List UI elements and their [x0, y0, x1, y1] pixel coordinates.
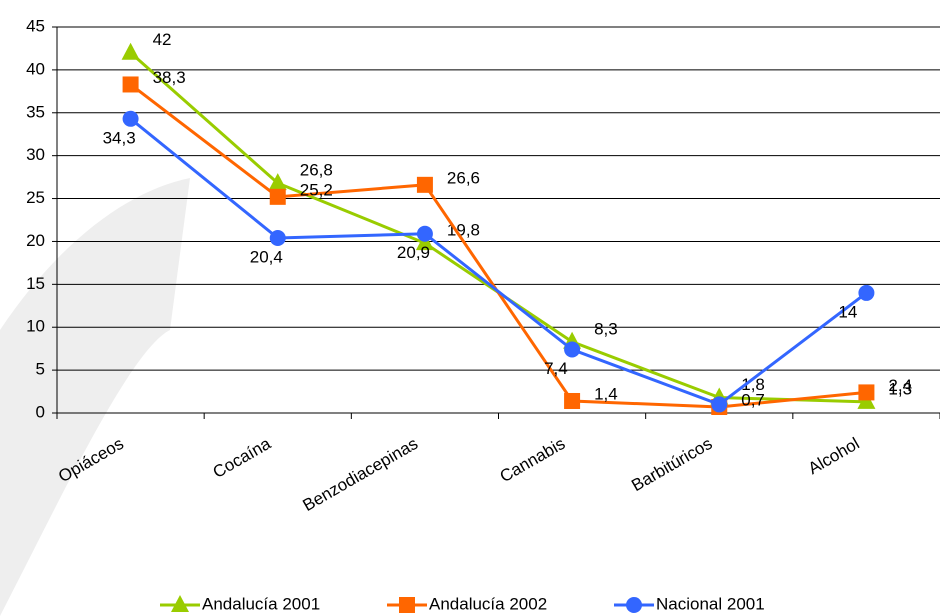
- legend-item: Nacional 2001: [614, 594, 765, 613]
- value-label: 1,8: [741, 375, 765, 394]
- value-label: 26,8: [300, 161, 333, 180]
- marker: [416, 176, 433, 193]
- value-label: 20,9: [397, 243, 430, 262]
- marker: [269, 230, 286, 247]
- y-tick-label: 15: [26, 274, 45, 293]
- legend-item: Andalucía 2001: [160, 594, 320, 613]
- marker: [564, 341, 581, 358]
- value-label: 20,4: [250, 247, 283, 266]
- series-line: [129, 117, 868, 407]
- marker: [399, 597, 415, 613]
- value-label: 1,4: [594, 384, 618, 403]
- x-tick-label: Benzodiacepinas: [300, 434, 422, 515]
- y-tick-label: 25: [26, 188, 45, 207]
- value-label: 42: [153, 30, 172, 49]
- value-label: 34,3: [103, 128, 136, 147]
- y-tick-label: 35: [26, 102, 45, 121]
- legend-label: Andalucía 2001: [202, 594, 320, 613]
- value-label: 8,3: [594, 319, 618, 338]
- marker: [711, 396, 728, 413]
- x-tick-label: Barbitúricos: [628, 434, 715, 495]
- value-label: 38,3: [153, 68, 186, 87]
- value-label: 2,4: [888, 376, 912, 395]
- marker: [122, 76, 139, 93]
- marker: [171, 595, 189, 612]
- legend-item: Andalucía 2002: [387, 594, 547, 613]
- marker: [122, 110, 139, 127]
- background-swoosh: [0, 178, 190, 616]
- value-label: 26,6: [447, 168, 480, 187]
- marker: [858, 284, 875, 301]
- legend-label: Nacional 2001: [656, 594, 765, 613]
- y-tick-label: 30: [26, 145, 45, 164]
- x-tick-label: Cocaína: [210, 434, 275, 482]
- series-line: [129, 51, 867, 404]
- marker: [416, 225, 433, 242]
- y-tick-label: 20: [26, 231, 45, 250]
- legend-label: Andalucía 2002: [429, 594, 547, 613]
- x-tick-label: Cannabis: [497, 434, 569, 486]
- value-label: 19,8: [447, 221, 480, 240]
- x-tick-label: Alcohol: [805, 434, 863, 478]
- value-label: 25,2: [300, 180, 333, 199]
- marker: [268, 173, 287, 191]
- y-tick-label: 5: [36, 360, 45, 379]
- marker: [858, 384, 875, 401]
- series: 42 26,8 19,8 8,3 1,8 1,3: [121, 30, 912, 409]
- marker: [121, 42, 140, 60]
- y-tick-label: 0: [36, 402, 45, 421]
- value-label: 14: [838, 302, 857, 321]
- series: 34,3 20,4 20,9 7,4 14: [103, 110, 875, 413]
- marker: [564, 392, 581, 409]
- value-label: 0,7: [741, 390, 765, 409]
- marker: [626, 597, 642, 613]
- y-tick-label: 10: [26, 317, 45, 336]
- marker: [269, 188, 286, 205]
- value-label: 7,4: [544, 359, 568, 378]
- value-label: 1,3: [888, 379, 912, 398]
- y-tick-label: 40: [26, 59, 45, 78]
- series-line: [129, 83, 867, 409]
- y-tick-label: 45: [26, 16, 45, 35]
